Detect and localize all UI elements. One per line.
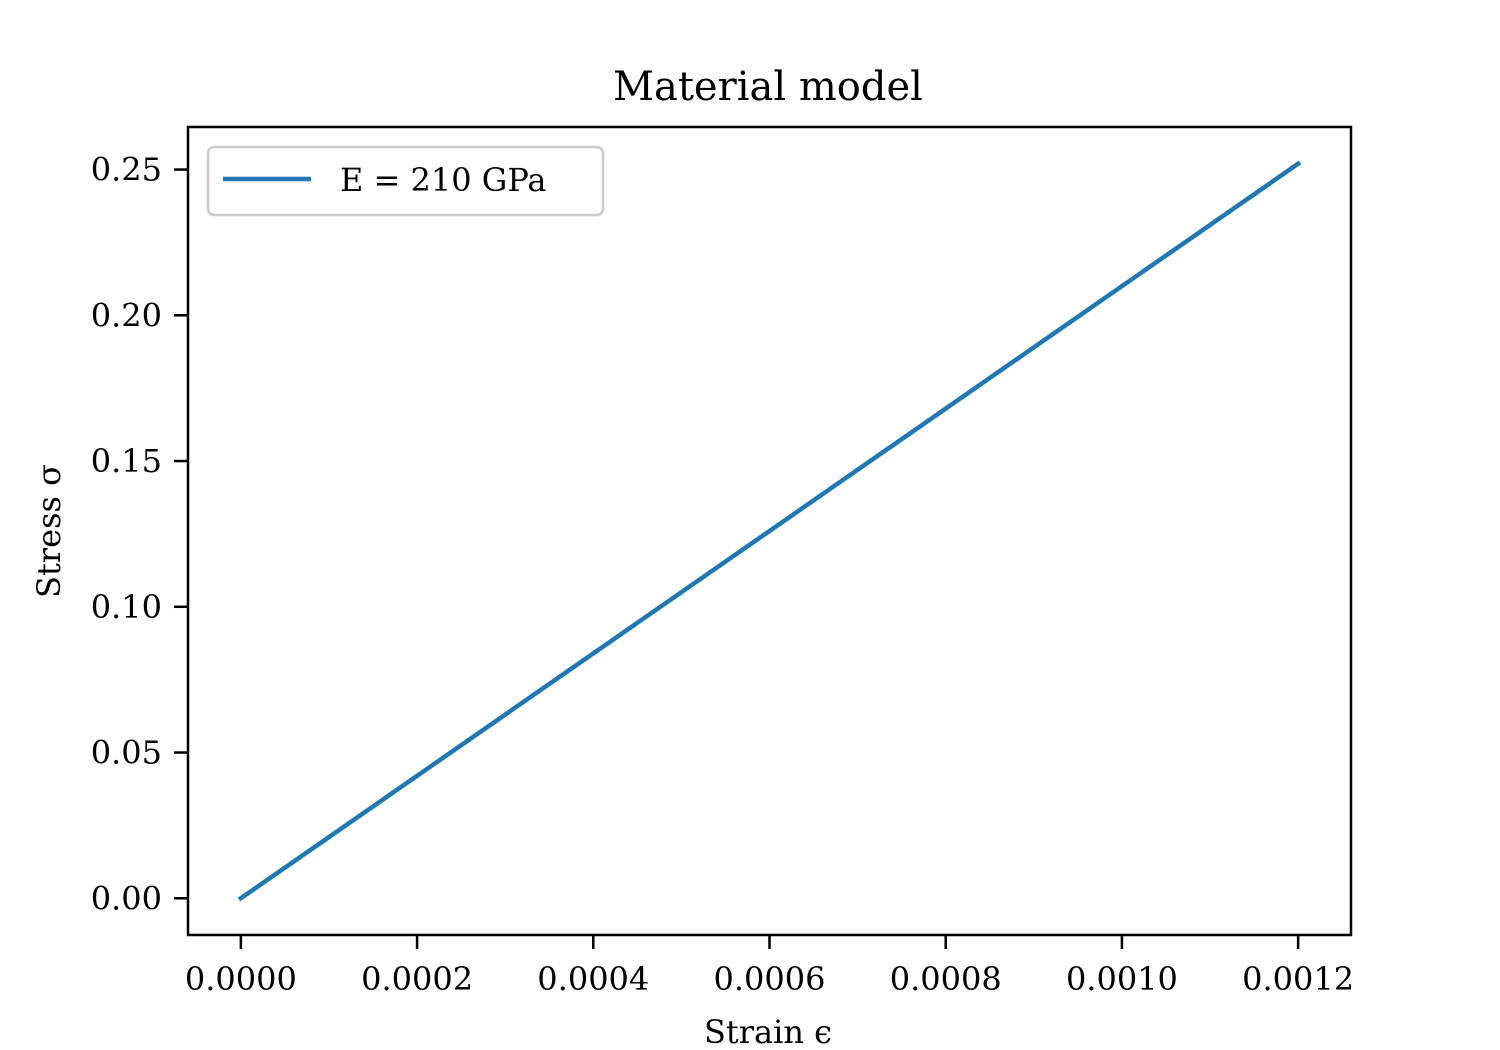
x-tick-label: 0.0010: [1066, 960, 1178, 998]
y-axis-label: Stress σ: [30, 464, 68, 598]
x-tick-label: 0.0012: [1242, 960, 1354, 998]
x-tick-label: 0.0000: [185, 960, 297, 998]
x-axis-label: Strain ϵ: [704, 1013, 832, 1050]
series-layer: [237, 160, 1302, 902]
x-tick-label: 0.0008: [890, 960, 1002, 998]
legend: E = 210 GPa: [206, 145, 605, 217]
x-tick-label: 0.0002: [361, 960, 473, 998]
legend-label: E = 210 GPa: [340, 161, 547, 199]
x-tick-label: 0.0004: [537, 960, 649, 998]
chart-title: Material model: [613, 64, 923, 110]
y-tick-label: 0.00: [91, 879, 162, 917]
y-tick-label: 0.15: [91, 442, 162, 480]
y-tick-label: 0.10: [91, 588, 162, 626]
series-line-0: [237, 160, 1302, 902]
y-tick-label: 0.05: [91, 734, 162, 772]
x-axis-ticks: 0.0000 0.0002 0.0004 0.0006 0.0008 0.0010 0.00…: [185, 935, 1354, 998]
x-tick-label: 0.0006: [714, 960, 826, 998]
legend-box: [206, 145, 605, 217]
y-tick-label: 0.20: [91, 296, 162, 334]
y-axis-ticks: 0.00 0.05 0.10 0.15 0.20 0.25: [91, 151, 188, 917]
y-tick-label: 0.25: [91, 151, 162, 189]
